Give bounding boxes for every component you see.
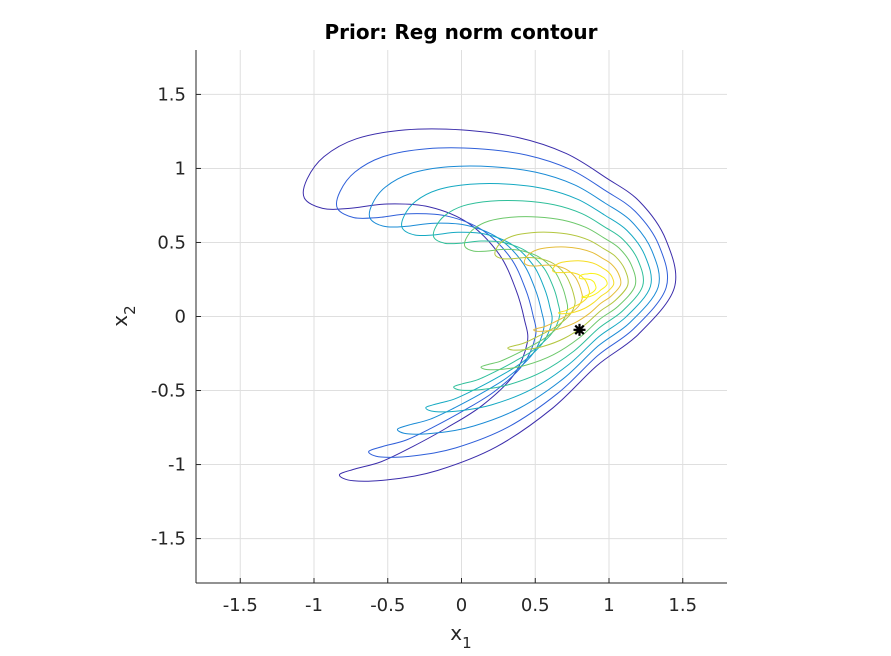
tick-layer: -1.5 -1 -0.5 0 0.5 1 1.5 -1.5 -1 -0.5 0 0.5 1 1.5	[151, 84, 697, 616]
y-tick-label: -0.5	[151, 381, 186, 402]
y-axis-label: x2	[108, 305, 139, 326]
contour-line-level-6	[463, 216, 637, 371]
x-axis-label: x1	[450, 621, 471, 652]
x-axis-label-sub: 1	[462, 634, 472, 652]
x-tick-label: 1.5	[668, 595, 697, 616]
contour-line-level-3	[368, 165, 660, 435]
x-tick-label: -1	[305, 595, 323, 616]
x-tick-label: -1.5	[223, 595, 258, 616]
contour-line-level-8	[523, 246, 622, 332]
contour-line-level-4	[401, 183, 652, 413]
contour-layer	[302, 128, 677, 482]
y-axis-label-base: x	[108, 315, 132, 327]
grid-layer	[196, 50, 727, 583]
contour-line-level-5	[432, 199, 644, 391]
marker-center	[576, 326, 583, 334]
contour-line-level-7	[494, 231, 629, 351]
y-tick-label: -1	[168, 455, 186, 476]
y-tick-label: 0.5	[157, 232, 186, 253]
y-tick-label: -1.5	[151, 529, 186, 550]
contour-line-level-9	[552, 260, 615, 315]
x-tick-label: 1	[603, 595, 614, 616]
y-tick-label: 1	[175, 158, 186, 179]
x-tick-label: -0.5	[370, 595, 405, 616]
x-tick-label: 0.5	[521, 595, 550, 616]
contour-line-level-10	[578, 272, 608, 298]
marker-layer	[573, 323, 586, 336]
contour-line-level-1	[302, 128, 677, 482]
y-tick-label: 1.5	[157, 84, 186, 105]
chart-title: Prior: Reg norm contour	[324, 20, 597, 44]
y-axis-label-sub: 2	[121, 305, 139, 315]
x-axis-label-base: x	[450, 621, 462, 645]
x-tick-label: 0	[456, 595, 467, 616]
contour-line-level-2	[336, 147, 669, 458]
marker-asterisk	[573, 323, 586, 336]
y-tick-label: 0	[175, 307, 186, 328]
